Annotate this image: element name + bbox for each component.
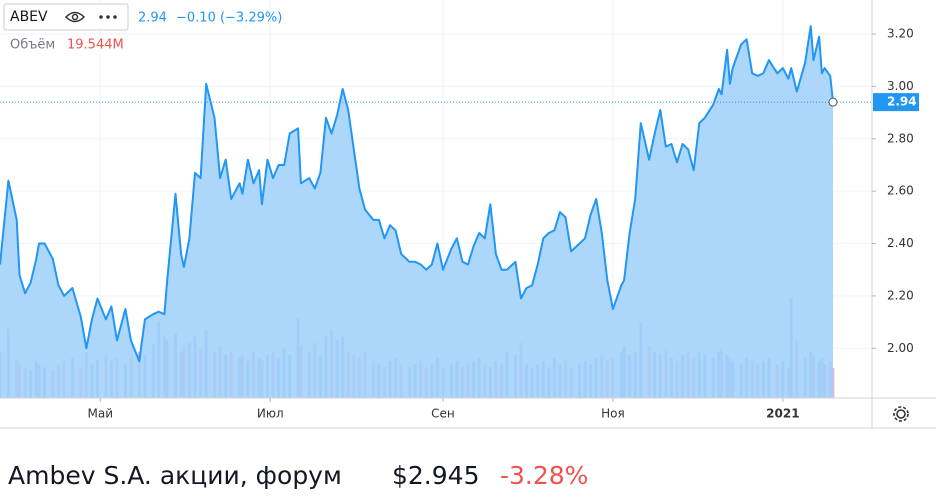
y-tick-label: 2.00 bbox=[887, 341, 914, 355]
plot bbox=[0, 25, 872, 398]
symbol: ABEV bbox=[10, 9, 48, 25]
axes: 2.00 2.20 2.40 2.60 2.80 3.00 3.20 Май Июл Сен Ноя… bbox=[88, 27, 919, 421]
last-price-tag bbox=[873, 93, 919, 112]
x-tick-label: Ноя bbox=[601, 407, 625, 421]
x-tick-label: Май bbox=[88, 407, 114, 421]
last-price-label: 2.94 bbox=[887, 95, 917, 109]
y-tick-label: 3.00 bbox=[887, 79, 914, 93]
eye-icon[interactable] bbox=[64, 11, 86, 23]
grid bbox=[0, 0, 872, 398]
header-change: −0.10 (−3.29%) bbox=[176, 11, 282, 26]
footer-name: Ambev S.A. акции, форум bbox=[8, 461, 342, 490]
y-tick-label: 3.20 bbox=[887, 27, 914, 41]
settings-icon[interactable] bbox=[893, 406, 909, 422]
footer-change: -3.28% bbox=[500, 461, 588, 490]
volume-name: Объём bbox=[10, 38, 55, 53]
y-tick-label: 2.80 bbox=[887, 131, 914, 145]
last-price-marker bbox=[828, 97, 838, 107]
price-line bbox=[0, 25, 834, 363]
x-tick-label: 2021 bbox=[766, 407, 799, 421]
x-tick-label: Сен bbox=[431, 407, 455, 421]
more-icon[interactable] bbox=[99, 15, 117, 19]
y-tick-label: 2.60 bbox=[887, 184, 914, 198]
price-area bbox=[0, 26, 833, 398]
y-tick-label: 2.20 bbox=[887, 288, 914, 302]
volume-value: 19.544M bbox=[67, 38, 124, 53]
x-tick-label: Июл bbox=[257, 407, 284, 421]
footer-price: $2.945 bbox=[392, 461, 479, 490]
header-price: 2.94 bbox=[138, 11, 167, 26]
y-tick-label: 2.40 bbox=[887, 236, 914, 250]
